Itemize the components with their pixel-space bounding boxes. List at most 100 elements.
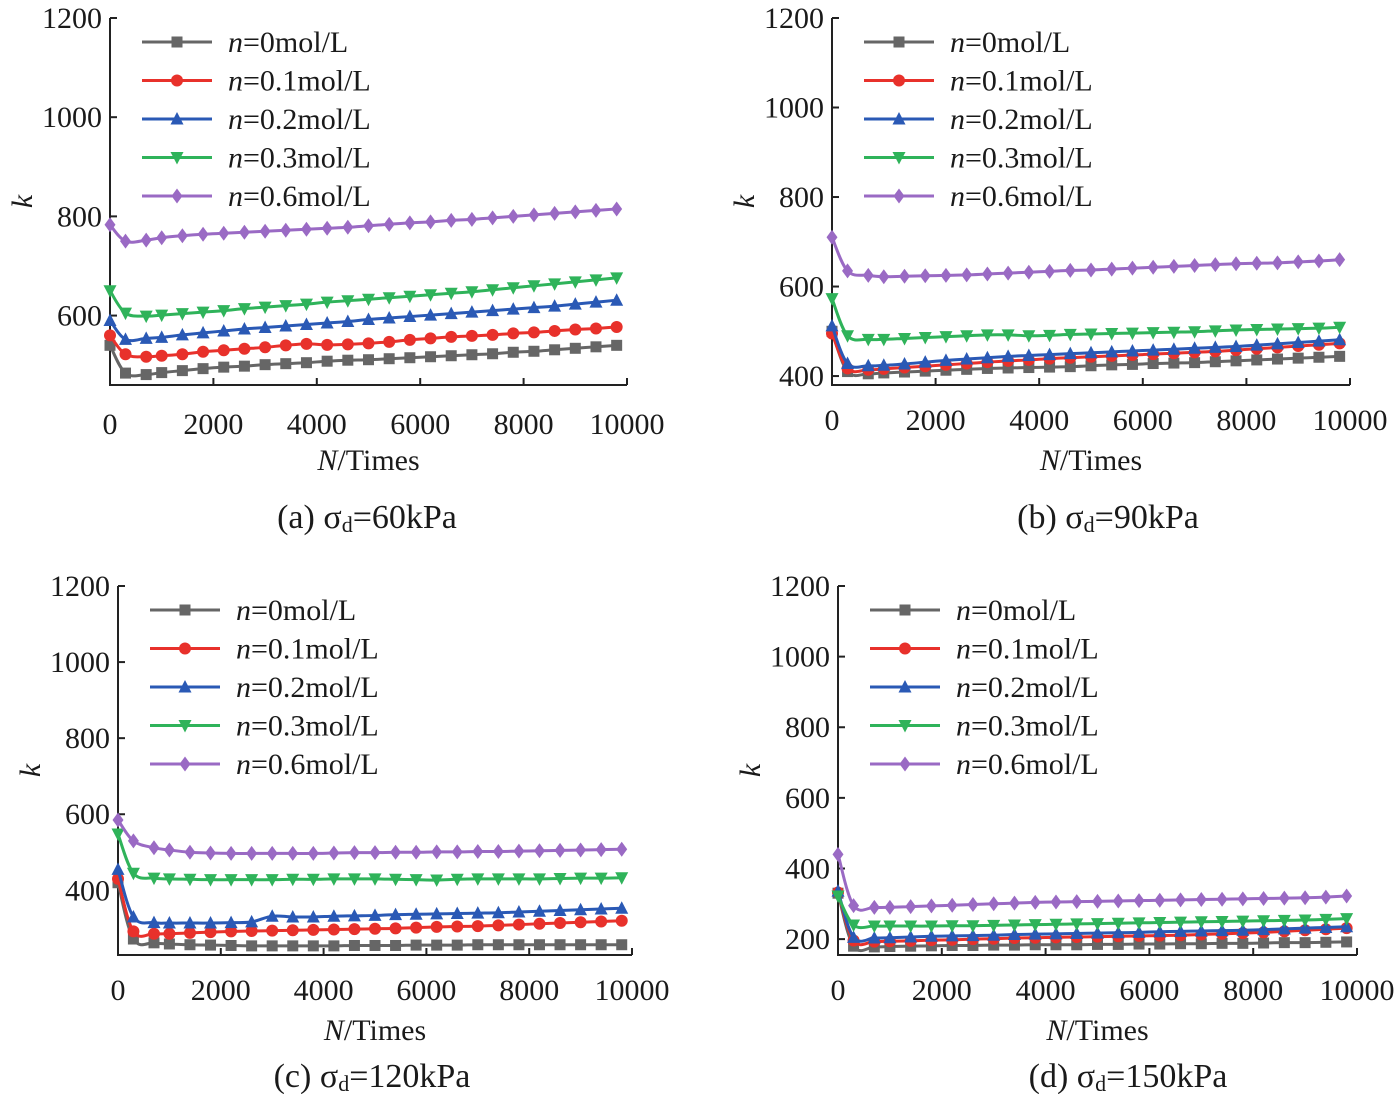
data-point <box>1084 328 1098 341</box>
data-point <box>382 292 396 305</box>
data-point <box>1229 324 1243 337</box>
data-point <box>430 906 444 920</box>
legend-marker <box>893 188 905 204</box>
data-point <box>1091 926 1104 939</box>
data-point <box>842 263 854 279</box>
data-point <box>841 330 855 343</box>
data-point <box>899 268 911 284</box>
data-point <box>410 921 423 934</box>
data-point <box>1333 321 1347 335</box>
legend-entry-n01: n=0.1mol/L <box>142 65 371 98</box>
data-point <box>245 914 259 928</box>
legend-entry-n06: n=0.6mol/L <box>864 180 1093 213</box>
data-point <box>1340 913 1354 926</box>
data-point <box>1319 913 1333 927</box>
data-point <box>512 873 526 886</box>
data-point <box>404 352 416 364</box>
data-point <box>341 295 355 308</box>
legend-label: n=0.3mol/L <box>228 142 371 175</box>
x-tick-label: 10000 <box>590 408 665 441</box>
legend-entry-n03: n=0.3mol/L <box>870 710 1099 743</box>
x-tick-label: 8000 <box>1216 404 1276 437</box>
legend-entry-n02: n=0.2mol/L <box>864 103 1093 136</box>
data-point <box>1334 252 1346 268</box>
data-point <box>1133 893 1145 909</box>
data-point <box>175 327 189 341</box>
data-point <box>590 341 602 353</box>
data-point <box>245 874 259 887</box>
data-point <box>532 904 546 917</box>
data-point <box>1230 256 1242 272</box>
legend-label: n=0.1mol/L <box>228 65 371 98</box>
data-point <box>898 356 912 370</box>
data-point <box>1167 342 1181 355</box>
data-point <box>217 344 230 357</box>
data-point <box>1044 263 1056 279</box>
legend-label: n=0.1mol/L <box>956 633 1099 666</box>
data-point <box>574 916 587 929</box>
data-point <box>568 297 582 310</box>
data-point <box>1133 938 1145 950</box>
data-point <box>218 225 230 241</box>
data-point <box>574 872 588 886</box>
data-point <box>966 920 980 933</box>
legend-entry-n0: n=0mol/L <box>864 26 1070 59</box>
data-point <box>1250 338 1264 351</box>
data-point <box>369 939 381 951</box>
data-point <box>431 844 443 860</box>
legend-marker <box>892 112 906 125</box>
data-point <box>390 844 402 860</box>
data-point <box>967 897 979 913</box>
series-n03 <box>831 890 1354 934</box>
legend-label: n=0mol/L <box>228 26 348 59</box>
data-point <box>184 939 196 951</box>
data-point <box>383 335 396 348</box>
data-point <box>348 923 361 936</box>
data-point <box>127 833 139 849</box>
data-point <box>1209 257 1221 273</box>
data-point <box>224 874 238 887</box>
data-point <box>120 367 132 379</box>
data-point <box>328 845 340 861</box>
data-point <box>847 930 861 943</box>
data-point <box>1029 939 1041 951</box>
data-point <box>163 938 175 950</box>
data-point <box>574 902 588 916</box>
data-point <box>445 330 458 343</box>
data-point <box>1043 347 1057 361</box>
data-point <box>328 940 340 952</box>
data-point <box>431 939 443 951</box>
legend-label: n=0.3mol/L <box>950 142 1093 175</box>
data-point <box>409 907 423 920</box>
data-point <box>548 278 562 291</box>
series-n02 <box>103 293 624 345</box>
y-tick-label: 800 <box>785 711 830 744</box>
legend-marker <box>892 152 906 165</box>
data-point <box>1023 264 1035 280</box>
data-point <box>205 845 217 861</box>
y-tick-label: 800 <box>779 181 824 214</box>
data-point <box>342 354 354 366</box>
data-point <box>347 908 361 922</box>
data-point <box>155 309 169 323</box>
data-point <box>147 872 161 886</box>
data-point <box>126 909 140 923</box>
legend-marker <box>179 756 191 772</box>
data-point <box>104 329 116 342</box>
data-point <box>966 928 980 942</box>
data-point <box>320 296 334 310</box>
legend-marker <box>899 642 911 655</box>
data-point <box>1188 341 1202 354</box>
data-point <box>575 939 587 951</box>
legend-marker <box>898 720 912 733</box>
data-point <box>1188 326 1202 339</box>
data-point <box>981 362 993 374</box>
data-point <box>1105 344 1119 358</box>
data-point <box>466 349 478 361</box>
data-point <box>919 268 931 284</box>
data-point <box>513 843 525 859</box>
data-point <box>1007 919 1021 932</box>
series-n06 <box>826 229 1346 285</box>
data-point <box>300 357 312 369</box>
data-point <box>471 873 485 886</box>
